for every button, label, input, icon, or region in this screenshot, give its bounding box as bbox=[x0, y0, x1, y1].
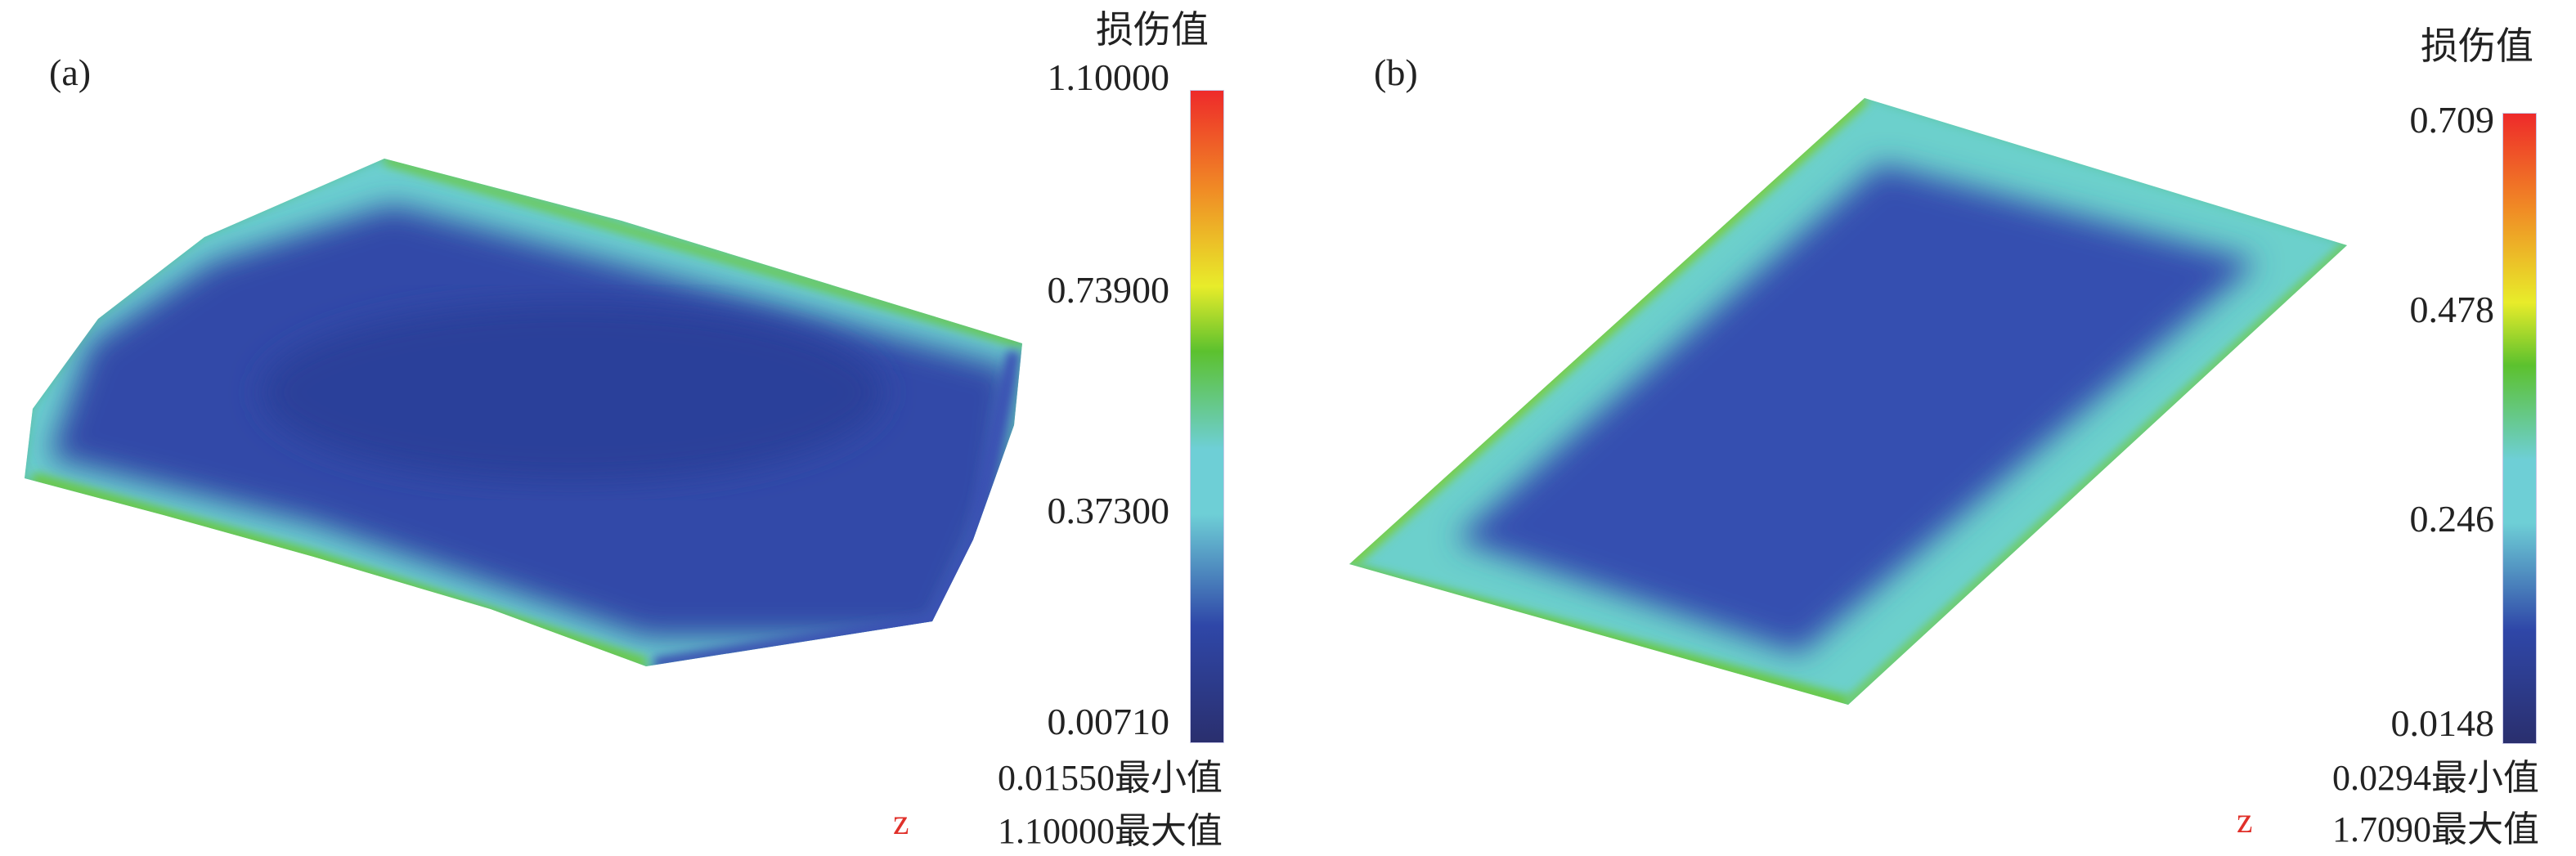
colorbar-tick-b: 0.0148 bbox=[2390, 702, 2495, 744]
max-value-label-a: 1.10000最大值 bbox=[998, 811, 1223, 851]
colorbar-tick-b: 0.709 bbox=[2409, 99, 2495, 141]
min-value-label-b: 0.0294最小值 bbox=[2332, 758, 2539, 798]
colorbar-tick-a: 1.10000 bbox=[1047, 56, 1170, 98]
colorbar-tick-b: 0.246 bbox=[2409, 498, 2495, 540]
colorbar-b bbox=[2502, 113, 2537, 744]
axis-label-z-b: z bbox=[2237, 800, 2253, 840]
damage-surface-b bbox=[1349, 98, 2347, 705]
min-value-label-a: 0.01550最小值 bbox=[998, 758, 1223, 798]
colorbar-a bbox=[1190, 90, 1224, 743]
panel-label-a: (a) bbox=[49, 52, 92, 93]
max-value-label-b: 1.7090最大值 bbox=[2332, 809, 2539, 849]
colorbar-tick-a: 0.73900 bbox=[1047, 269, 1170, 311]
colorbar-tick-b: 0.478 bbox=[2409, 289, 2495, 330]
colorbar-tick-a: 0.00710 bbox=[1047, 701, 1170, 742]
panel-label-b: (b) bbox=[1374, 52, 1418, 93]
colorbar-title-b: 损伤值 bbox=[2421, 25, 2533, 67]
colorbar-tick-a: 0.37300 bbox=[1047, 490, 1170, 531]
colorbar-title-a: 损伤值 bbox=[1096, 9, 1209, 51]
axis-label-z-a: z bbox=[893, 802, 909, 842]
damage-surface-a bbox=[25, 159, 1022, 666]
